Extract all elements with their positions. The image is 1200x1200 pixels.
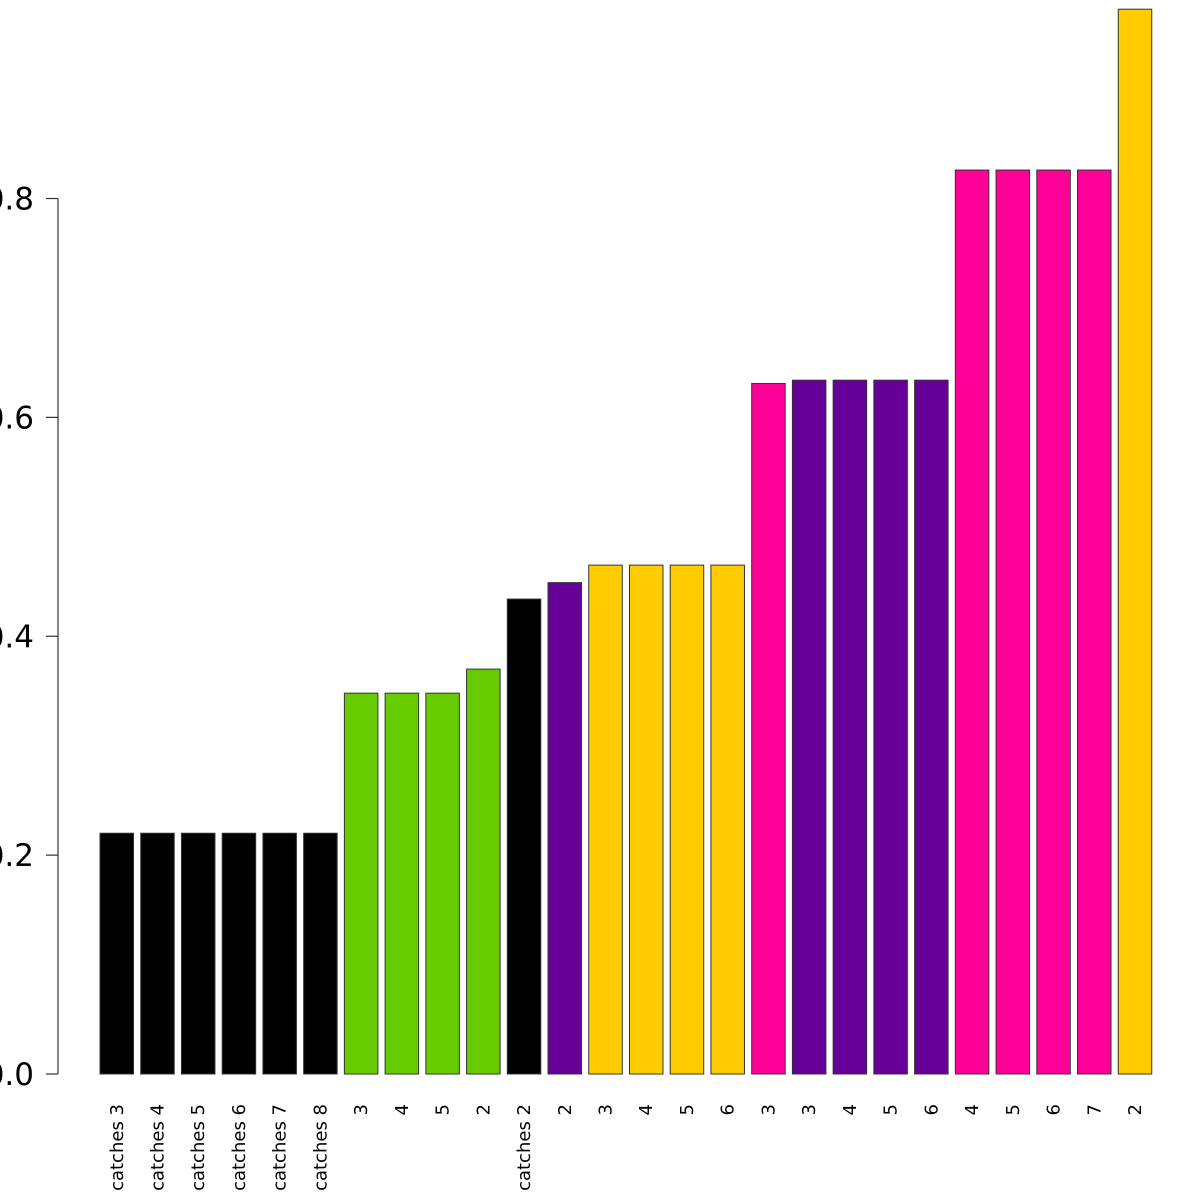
y-axis: 0.0 0.2 0.4 0.6 0.8 [0, 182, 59, 1093]
y-tick-label: 0.8 [0, 182, 34, 218]
bar [99, 832, 134, 1075]
bar [832, 379, 868, 1075]
x-tick-label: 2 [555, 1104, 576, 1115]
bar [506, 598, 542, 1075]
bar [954, 169, 990, 1075]
bar [466, 668, 501, 1075]
x-tick-label: 4 [962, 1104, 983, 1115]
x-tick-label: 4 [392, 1104, 413, 1115]
bar [384, 692, 420, 1075]
bar [588, 564, 623, 1075]
x-tick-label: 7 [1084, 1104, 1105, 1115]
bar [1036, 169, 1071, 1075]
bar [547, 582, 583, 1075]
x-tick-label: 6 [718, 1104, 739, 1115]
x-tick-label: catches 5 [188, 1104, 209, 1191]
bar [914, 379, 949, 1075]
x-tick-label: 3 [596, 1104, 617, 1115]
bars-group [99, 8, 1153, 1075]
bar [628, 564, 664, 1075]
x-tick-label: 5 [677, 1104, 698, 1115]
x-tick-label: 5 [881, 1104, 902, 1115]
bar [873, 379, 908, 1075]
x-tick-label: 6 [921, 1104, 942, 1115]
x-tick-label: 3 [758, 1104, 779, 1115]
y-tick-label: 0.0 [0, 1057, 34, 1093]
x-tick-label: catches 3 [107, 1104, 128, 1191]
y-tick-label: 0.6 [0, 400, 34, 436]
bar [669, 564, 705, 1075]
x-tick-label: 2 [473, 1104, 494, 1115]
x-tick-label: catches 7 [270, 1104, 291, 1191]
x-tick-label: catches 6 [229, 1104, 250, 1191]
bar [180, 832, 216, 1075]
x-tick-label: catches 4 [147, 1104, 168, 1191]
bar [710, 564, 745, 1075]
y-tick-label: 0.2 [0, 838, 34, 874]
x-tick-label: 2 [1125, 1104, 1146, 1115]
y-tick-label: 0.4 [0, 619, 34, 655]
bar [221, 832, 257, 1075]
x-tick-label: 4 [636, 1104, 657, 1115]
x-tick-label: 3 [351, 1104, 372, 1115]
bar [1077, 169, 1112, 1075]
bar [425, 692, 460, 1075]
x-tick-label: 5 [433, 1104, 454, 1115]
bar [343, 692, 379, 1075]
x-tick-label: 3 [799, 1104, 820, 1115]
bar [791, 379, 827, 1075]
x-tick-label: catches 2 [514, 1104, 535, 1191]
bar [1117, 8, 1153, 1075]
bar [262, 832, 297, 1075]
bar [140, 832, 175, 1075]
x-tick-label: 5 [1003, 1104, 1024, 1115]
x-tick-label: 6 [1044, 1104, 1065, 1115]
bar [995, 169, 1031, 1075]
bar [303, 832, 338, 1075]
x-tick-label: 4 [840, 1104, 861, 1115]
x-tick-labels: catches 3 catches 4 catches 5 catches 6 catc… [107, 1104, 1146, 1191]
bar [751, 382, 786, 1075]
x-tick-label: catches 8 [310, 1104, 331, 1191]
